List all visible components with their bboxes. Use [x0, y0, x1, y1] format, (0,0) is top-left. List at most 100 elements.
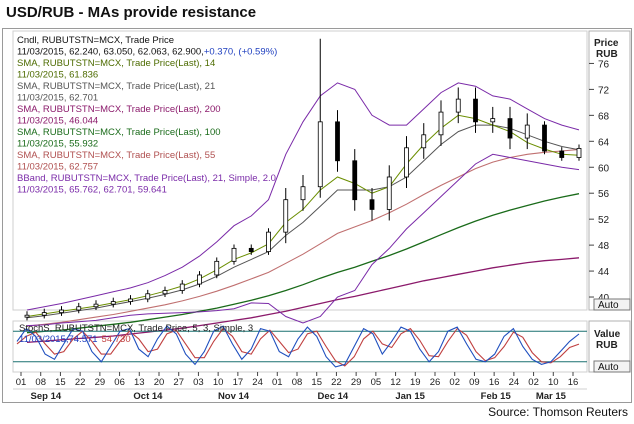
y-tick-label: 48 — [598, 241, 610, 252]
candle-body[interactable] — [76, 306, 82, 311]
candle-body[interactable] — [179, 283, 185, 291]
candle-body[interactable] — [369, 199, 375, 210]
y-tick-label: 76 — [598, 59, 610, 70]
x-tick-label: 01 — [272, 377, 283, 388]
y-tick-label: 68 — [598, 111, 610, 122]
y-tick-label: 52 — [598, 215, 610, 226]
candle-body[interactable] — [231, 247, 237, 262]
legend-change: +0.370, (+0.59%) — [204, 47, 277, 58]
legend-row: 11/03/2015, 62.240, 63.050, 62.063, 62.9… — [17, 47, 204, 58]
legend-row: 11/03/2015, 55.932 — [17, 139, 98, 150]
candle-body[interactable] — [576, 148, 582, 158]
x-tick-label: 26 — [430, 377, 441, 388]
y-tick-label: 44 — [598, 267, 610, 278]
candle-body[interactable] — [59, 309, 64, 313]
candle-body[interactable] — [542, 124, 547, 152]
bband-upper-line — [26, 82, 580, 311]
x-tick-label: 03 — [193, 377, 204, 388]
y-tick-label: 60 — [598, 163, 610, 174]
legend-row: BBand, RUBUTSTN=MCX, Trade Price(Last), … — [17, 173, 276, 184]
x-tick-label: 24 — [252, 377, 263, 388]
price-plot-area — [12, 30, 588, 311]
candle-body[interactable] — [335, 121, 340, 162]
stoch-k-line — [16, 325, 580, 368]
candle-body[interactable] — [93, 303, 99, 308]
candle-body[interactable] — [490, 118, 496, 123]
candle-body[interactable] — [41, 312, 47, 316]
x-tick-label: 17 — [233, 377, 244, 388]
chart-frame: 40444852566064687276PriceRUBAutoAutoCndl… — [2, 28, 632, 403]
y-tick-label: 72 — [598, 85, 610, 96]
candle-body[interactable] — [386, 176, 392, 210]
x-tick-label: 29 — [95, 377, 106, 388]
x-tick-label: 08 — [35, 377, 46, 388]
x-tick-label: 10 — [548, 377, 559, 388]
price-auto-button[interactable]: Auto — [593, 298, 631, 311]
candle-body[interactable] — [197, 274, 202, 285]
candle-body[interactable] — [317, 121, 323, 188]
stoch-legend-date: 11/03/2015, — [19, 334, 68, 345]
candle-body[interactable] — [283, 199, 289, 233]
candle-body[interactable] — [266, 231, 271, 253]
legend-row: SMA, RUBUTSTN=MCX, Trade Price(Last), 55 — [17, 150, 215, 161]
x-tick-label: 24 — [509, 377, 520, 388]
y-tick-label: 64 — [598, 137, 610, 148]
y-tick-label: 56 — [598, 189, 610, 200]
x-tick-label: 16 — [568, 377, 579, 388]
candle-body[interactable] — [162, 290, 168, 295]
candle-body[interactable] — [300, 186, 306, 201]
x-tick-label: 16 — [489, 377, 500, 388]
x-tick-label: 02 — [528, 377, 539, 388]
x-tick-label: 20 — [154, 377, 165, 388]
candle-body[interactable] — [248, 247, 254, 253]
legend-row: SMA, RUBUTSTN=MCX, Trade Price(Last), 14 — [17, 58, 215, 69]
x-month-label: Oct 14 — [133, 391, 163, 402]
x-month-label: Mar 15 — [536, 391, 567, 402]
legend-row: 11/03/2015, 62.701 — [17, 93, 98, 104]
x-tick-label: 19 — [410, 377, 421, 388]
x-month-label: Dec 14 — [318, 391, 349, 402]
x-tick-label: 12 — [390, 377, 401, 388]
stoch-axis-unit: RUB — [596, 340, 618, 351]
candle-body[interactable] — [214, 260, 220, 276]
x-tick-label: 09 — [469, 377, 480, 388]
x-tick-label: 05 — [371, 377, 382, 388]
x-tick-label: 01 — [16, 377, 27, 388]
price-axis-header: Price — [594, 38, 619, 49]
price-auto-button-box[interactable] — [593, 298, 631, 311]
candle-body[interactable] — [145, 293, 151, 300]
candle-body[interactable] — [421, 134, 427, 149]
stoch-d-line — [16, 327, 580, 367]
chart-title: USD/RUB - MAs provide resistance — [6, 4, 257, 21]
sma55-line — [26, 148, 580, 327]
candle-body[interactable] — [24, 314, 30, 318]
legend-row: SMA, RUBUTSTN=MCX, Trade Price(Last), 20… — [17, 104, 221, 115]
candle-body[interactable] — [404, 147, 409, 178]
x-tick-label: 15 — [55, 377, 66, 388]
legend-row: 11/03/2015, 61.836 — [17, 70, 98, 81]
candle-body[interactable] — [455, 98, 461, 113]
candle-body[interactable] — [110, 301, 116, 305]
chart-svg[interactable]: 40444852566064687276PriceRUBAutoAutoCndl… — [3, 29, 631, 402]
stoch-axis-header: Value — [594, 329, 621, 340]
candle-body[interactable] — [352, 160, 358, 201]
sma21-line — [26, 124, 580, 319]
x-month-label: Nov 14 — [218, 391, 250, 402]
legend-row: 11/03/2015, 65.762, 62.701, 59.641 — [17, 185, 167, 196]
stoch-legend-d: 54.730 — [102, 334, 131, 345]
candle-body[interactable] — [128, 298, 133, 302]
x-tick-label: 06 — [114, 377, 125, 388]
stoch-auto-button[interactable]: Auto — [593, 360, 631, 373]
candle-body[interactable] — [473, 98, 478, 123]
candle-body[interactable] — [524, 124, 530, 139]
x-month-label: Jan 15 — [395, 391, 425, 402]
x-month-label: Feb 15 — [481, 391, 512, 402]
candle-body[interactable] — [507, 118, 513, 139]
candle-body[interactable] — [438, 111, 444, 136]
legend-row: 11/03/2015, 62.757 — [17, 162, 98, 173]
x-tick-label: 27 — [173, 377, 184, 388]
sma200-line — [26, 257, 580, 344]
x-tick-label: 29 — [351, 377, 362, 388]
stoch-auto-button-box[interactable] — [593, 360, 631, 373]
candle-body[interactable] — [559, 150, 565, 158]
